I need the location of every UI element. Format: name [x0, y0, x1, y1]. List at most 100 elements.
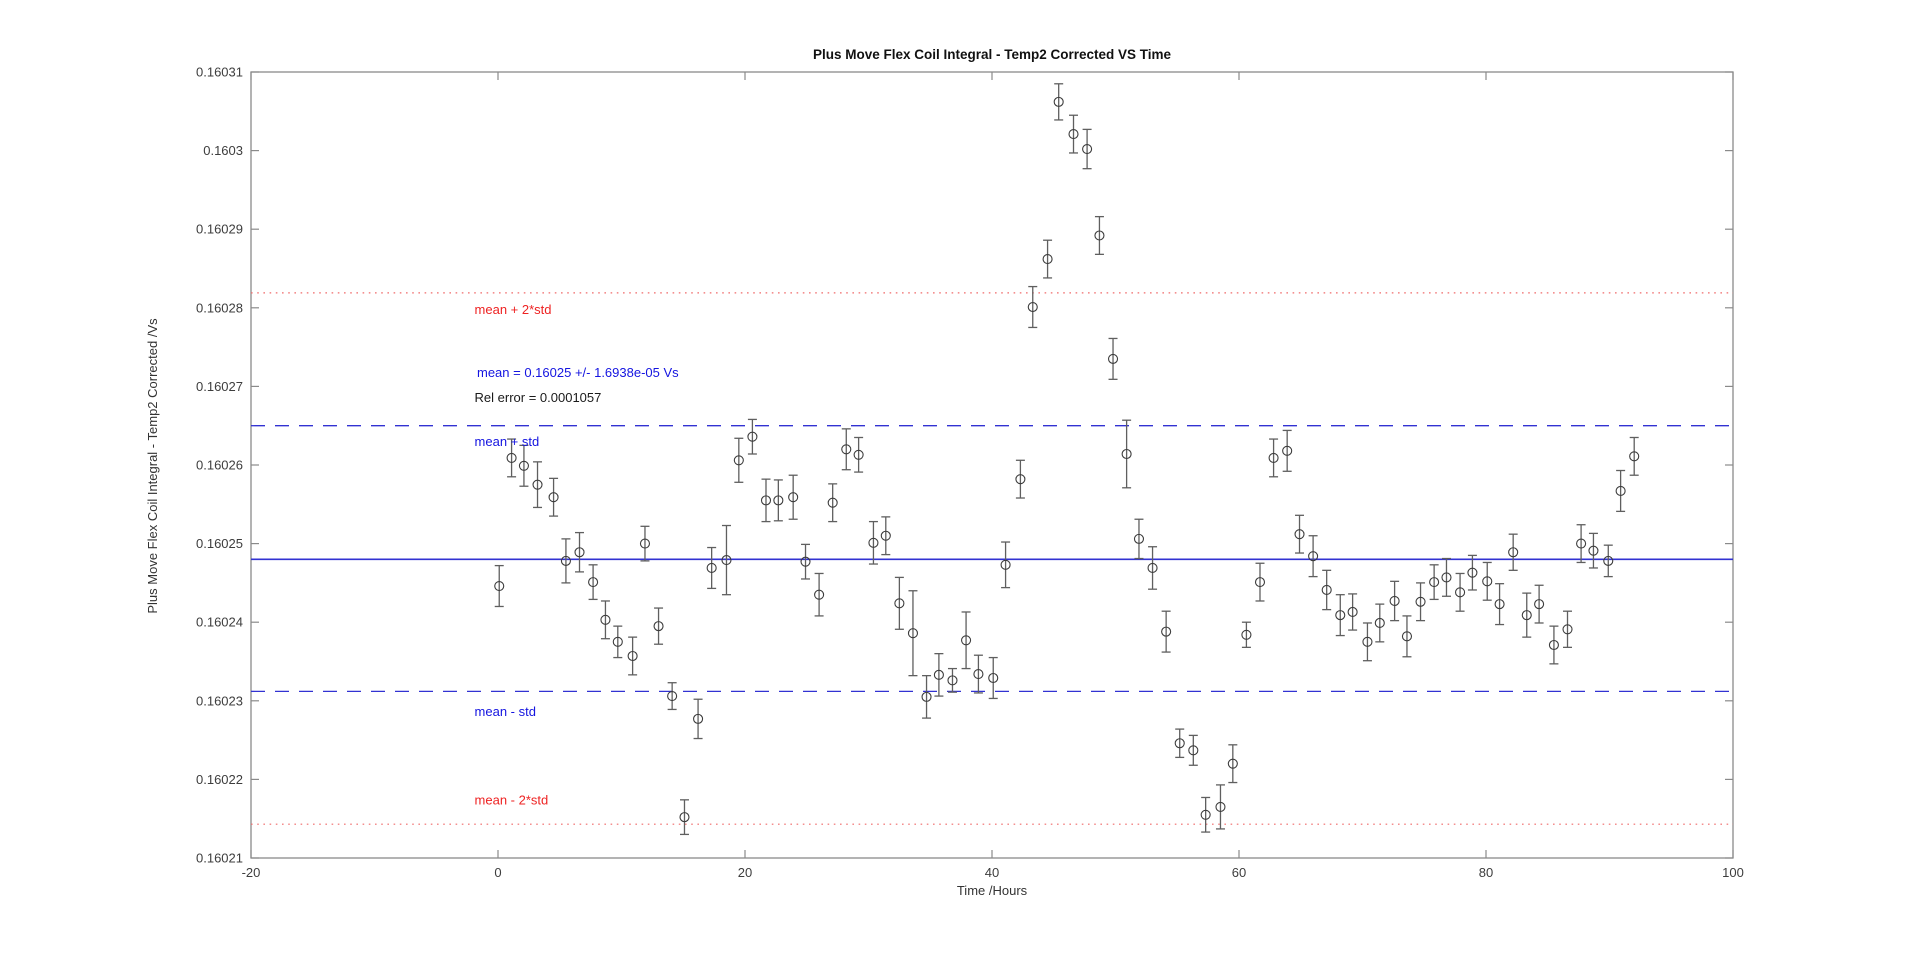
- chart-annotation: mean - std: [475, 704, 536, 719]
- data-point: [1147, 562, 1158, 574]
- data-point: [1282, 445, 1293, 456]
- axes-box: [250, 71, 1734, 859]
- data-point: [1082, 143, 1093, 155]
- data-point: [1534, 599, 1545, 610]
- data-point: [532, 479, 543, 490]
- chart-annotation: Rel error = 0.0001057: [475, 390, 602, 405]
- data-point: [574, 547, 585, 558]
- data-point: [747, 431, 758, 442]
- data-point: [1335, 610, 1346, 621]
- y-tick-label: 0.16025: [196, 536, 243, 551]
- data-point: [721, 555, 732, 566]
- data-point: [773, 495, 784, 506]
- data-point: [1347, 606, 1358, 618]
- data-point: [1107, 353, 1119, 364]
- data-point: [1576, 538, 1587, 549]
- x-tick-label: -20: [242, 865, 261, 880]
- data-point: [667, 691, 678, 702]
- data-point: [1042, 254, 1053, 265]
- x-tick-label: 100: [1722, 865, 1744, 880]
- chart-annotation: mean + std: [475, 434, 540, 449]
- data-point: [706, 562, 717, 574]
- data-point: [800, 556, 811, 567]
- data-point: [1455, 587, 1466, 598]
- y-tick-label: 0.16022: [196, 772, 243, 787]
- data-point: [1161, 626, 1172, 637]
- data-point: [639, 538, 651, 549]
- data-point: [1482, 576, 1493, 587]
- data-point: [1415, 596, 1426, 607]
- data-point: [880, 530, 891, 541]
- data-point: [1362, 636, 1373, 647]
- data-point: [1241, 629, 1252, 640]
- data-point: [1188, 745, 1199, 756]
- y-tick-label: 0.16023: [196, 693, 243, 708]
- data-point: [1121, 448, 1132, 460]
- data-point: [1603, 555, 1614, 566]
- data-point: [679, 812, 690, 823]
- data-point: [894, 598, 905, 609]
- data-point: [588, 577, 599, 588]
- data-point: [1000, 559, 1011, 570]
- data-point: [1068, 129, 1079, 140]
- x-axis-label: Time /Hours: [956, 883, 1028, 898]
- data-point: [973, 669, 984, 680]
- data-point: [612, 636, 623, 647]
- data-point: [827, 497, 838, 508]
- data-point: [1401, 631, 1413, 642]
- x-tick-label: 0: [494, 865, 501, 880]
- data-point: [1094, 230, 1105, 241]
- data-point: [921, 691, 932, 702]
- data-point: [1027, 301, 1038, 313]
- y-tick-label: 0.16029: [196, 222, 243, 237]
- data-point: [1227, 758, 1238, 769]
- data-point: [1521, 610, 1532, 621]
- data-point: [1588, 545, 1599, 556]
- data-point: [814, 589, 825, 600]
- chart-title: Plus Move Flex Coil Integral - Temp2 Cor…: [812, 47, 1172, 62]
- y-tick-label: 0.16021: [196, 851, 243, 866]
- data-point: [1562, 624, 1573, 635]
- data-point: [1467, 567, 1478, 578]
- data-point: [494, 580, 505, 592]
- data-point: [1254, 577, 1266, 588]
- y-tick-label: 0.16028: [196, 300, 243, 315]
- x-tick-label: 80: [1479, 865, 1493, 880]
- data-point: [988, 672, 999, 684]
- data-point: [1629, 451, 1640, 462]
- data-point: [733, 455, 744, 466]
- y-tick-label: 0.16031: [196, 65, 243, 80]
- chart-annotation: mean + 2*std: [475, 302, 552, 317]
- data-point: [1429, 577, 1440, 588]
- data-point: [693, 713, 704, 724]
- data-point: [1294, 529, 1305, 540]
- data-point: [947, 675, 958, 686]
- y-tick-label: 0.16027: [196, 379, 243, 394]
- data-point: [1615, 485, 1626, 496]
- x-tick-label: 40: [985, 865, 999, 880]
- data-point: [627, 650, 638, 662]
- data-point: [1374, 617, 1385, 629]
- x-tick-label: 20: [738, 865, 752, 880]
- data-point: [853, 449, 864, 460]
- y-tick-label: 0.16026: [196, 458, 243, 473]
- data-point: [1174, 738, 1185, 749]
- data-point: [1389, 595, 1400, 607]
- y-tick-label: 0.1603: [203, 143, 243, 158]
- data-point: [1133, 533, 1145, 544]
- data-point: [760, 495, 772, 506]
- data-point: [506, 452, 517, 463]
- data-point: [868, 537, 879, 548]
- data-point: [788, 492, 799, 503]
- data-point: [1494, 599, 1505, 610]
- chart-annotation: mean - 2*std: [475, 793, 549, 808]
- data-point: [1200, 809, 1211, 820]
- x-tick-label: 60: [1232, 865, 1246, 880]
- data-point: [961, 635, 972, 646]
- data-point: [1268, 452, 1279, 463]
- data-point: [548, 492, 559, 503]
- y-tick-label: 0.16024: [196, 615, 243, 630]
- data-point: [1015, 474, 1026, 485]
- data-point: [518, 460, 529, 471]
